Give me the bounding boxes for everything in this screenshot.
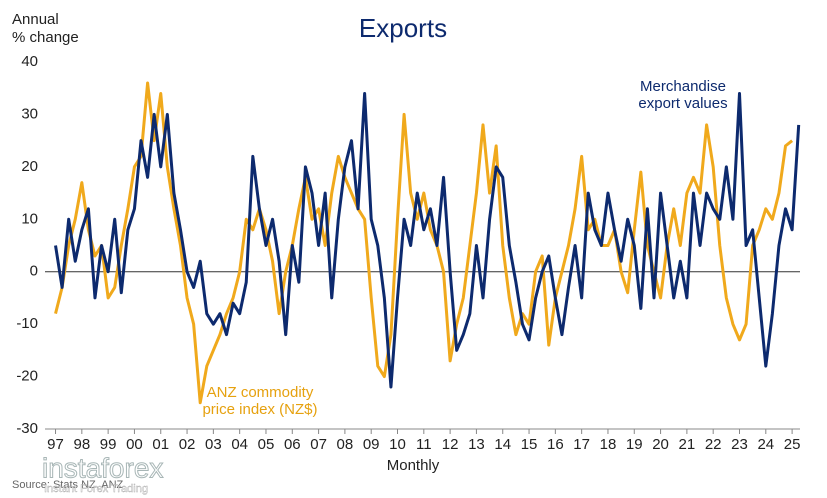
x-tick-label: 24 xyxy=(757,436,774,453)
x-tick-label: 14 xyxy=(494,436,511,453)
x-axis-label: Monthly xyxy=(387,457,440,474)
y-tick-label: 0 xyxy=(30,263,38,280)
chart-title: Exports xyxy=(359,13,447,43)
x-tick-label: 09 xyxy=(363,436,380,453)
x-tick-label: 03 xyxy=(205,436,222,453)
y-axis-label: % change xyxy=(12,29,79,46)
x-tick-label: 20 xyxy=(652,436,669,453)
x-tick-label: 18 xyxy=(600,436,617,453)
y-tick-label: 30 xyxy=(21,105,38,122)
x-tick-label: 00 xyxy=(126,436,143,453)
x-tick-label: 98 xyxy=(73,436,90,453)
x-tick-label: 11 xyxy=(416,436,432,453)
x-tick-label: 17 xyxy=(573,436,590,453)
x-tick-label: 16 xyxy=(547,436,564,453)
series-line xyxy=(54,81,794,405)
y-axis-label: Annual xyxy=(12,11,59,28)
y-tick-label: -30 xyxy=(16,420,38,437)
plot: -30 -20 -10 0 10 20 30 40 97 98 99 00 01 02 03 04 05 06 07… xyxy=(16,53,800,453)
x-tick-label: 10 xyxy=(389,436,406,453)
x-tick-label: 21 xyxy=(679,436,696,453)
x-tick-label: 01 xyxy=(152,436,169,453)
x-tick-label: 99 xyxy=(100,436,117,453)
y-tick-label: -10 xyxy=(16,315,38,332)
x-tick-label: 15 xyxy=(521,436,538,453)
y-tick-label: 40 xyxy=(21,53,38,70)
x-tick-label: 19 xyxy=(626,436,643,453)
series-annotation: Merchandise export values xyxy=(638,78,728,112)
series-annotation: ANZ commodity price index (NZ$) xyxy=(202,384,318,418)
x-tick-label: 07 xyxy=(310,436,327,453)
x-tick-label: 08 xyxy=(337,436,354,453)
watermark-brand: instaforex xyxy=(42,452,163,483)
x-tick-label: 97 xyxy=(47,436,64,453)
y-tick-label: 10 xyxy=(21,210,38,227)
x-tick-label: 25 xyxy=(784,436,801,453)
watermark-tagline: Instant Forex Trading xyxy=(44,483,148,495)
y-tick-label: 20 xyxy=(21,158,38,175)
x-tick-label: 13 xyxy=(468,436,485,453)
x-tick-label: 05 xyxy=(258,436,275,453)
x-tick-label: 02 xyxy=(179,436,196,453)
source: Source: Stats NZ, ANZ xyxy=(12,479,124,491)
series-line xyxy=(54,91,801,389)
x-tick-label: 22 xyxy=(705,436,722,453)
x-tick-label: 04 xyxy=(231,436,248,453)
x-tick-label: 23 xyxy=(731,436,748,453)
x-tick-label: 06 xyxy=(284,436,301,453)
x-tick-label: 12 xyxy=(442,436,459,453)
y-tick-label: -20 xyxy=(16,368,38,385)
